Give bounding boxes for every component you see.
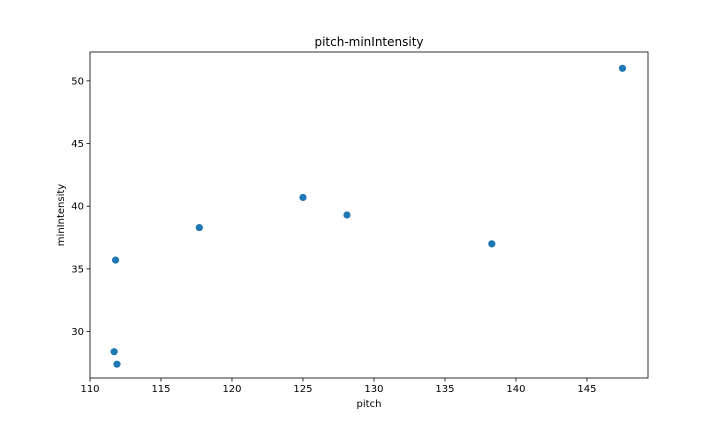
x-tick-label: 115 bbox=[151, 384, 170, 395]
points-layer bbox=[110, 64, 627, 368]
y-tick-label: 50 bbox=[71, 76, 84, 87]
data-point-8 bbox=[618, 64, 627, 72]
data-point-2 bbox=[113, 360, 121, 368]
x-tick-label: 130 bbox=[364, 384, 383, 395]
data-point-5 bbox=[299, 193, 307, 202]
x-axis: 110 115 120 125 130 135 140 145 bbox=[80, 378, 596, 395]
x-tick-label: 145 bbox=[577, 384, 596, 395]
data-point-6 bbox=[343, 211, 351, 219]
plot-frame bbox=[89, 51, 649, 379]
y-tick-label: 35 bbox=[71, 264, 84, 275]
data-point-4 bbox=[195, 223, 203, 232]
y-axis: 30 35 40 45 50 bbox=[71, 76, 90, 338]
y-tick-label: 40 bbox=[71, 202, 84, 213]
y-tick-label: 30 bbox=[71, 327, 84, 338]
x-tick-label: 120 bbox=[222, 384, 241, 395]
x-tick-label: 125 bbox=[293, 384, 312, 395]
x-axis-label: pitch bbox=[357, 399, 382, 410]
x-tick-label: 110 bbox=[80, 384, 99, 395]
y-axis-label: minIntensity bbox=[56, 184, 67, 246]
y-tick-label: 45 bbox=[71, 139, 84, 150]
chart-title: pitch-minIntensity bbox=[314, 35, 423, 49]
data-point-7 bbox=[488, 240, 496, 248]
x-tick-label: 140 bbox=[506, 384, 525, 395]
x-tick-label: 135 bbox=[435, 384, 454, 395]
data-point-1 bbox=[110, 348, 118, 356]
data-point-3 bbox=[111, 256, 120, 264]
